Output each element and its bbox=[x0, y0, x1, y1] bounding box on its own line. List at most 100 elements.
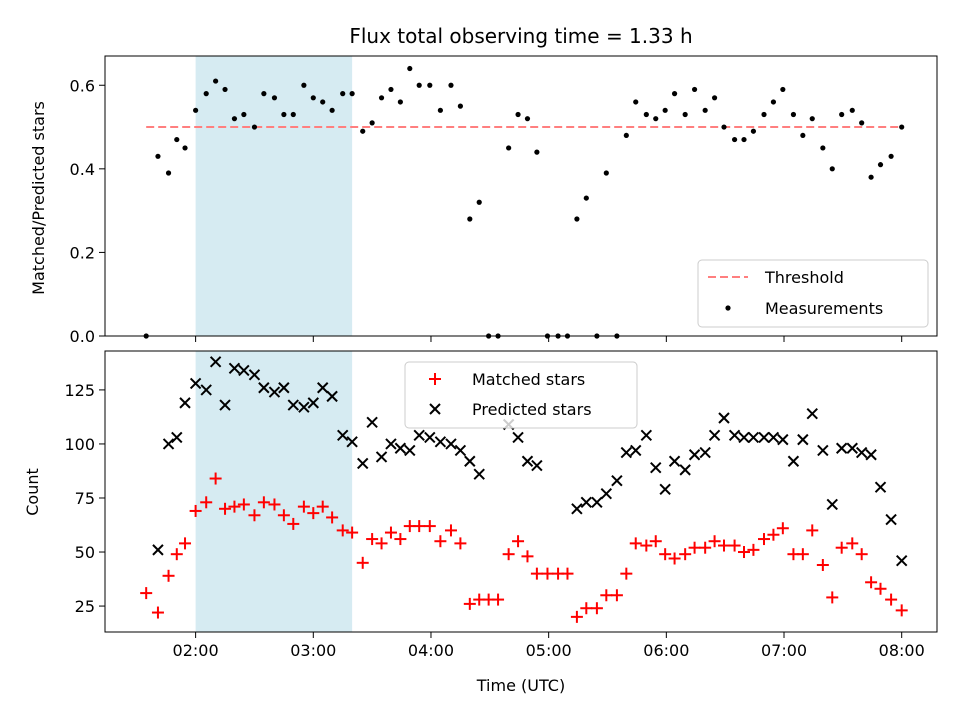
matched-star-point bbox=[530, 567, 543, 580]
matched-star-point bbox=[463, 597, 476, 610]
matched-star-point bbox=[423, 520, 436, 533]
predicted-star-point bbox=[366, 416, 378, 429]
matched-star-point bbox=[384, 526, 397, 539]
matched-star-point bbox=[649, 535, 662, 548]
measurement-point bbox=[809, 116, 815, 122]
x-tick-label: 07:00 bbox=[761, 641, 807, 660]
matched-star-point bbox=[356, 556, 369, 569]
measurement-point bbox=[839, 111, 845, 118]
top-y-axis-label: Matched/Predicted stars bbox=[29, 101, 48, 295]
measurement-point bbox=[448, 82, 454, 88]
measurement-point bbox=[340, 91, 346, 97]
predicted-star-point bbox=[874, 481, 887, 493]
measurement-point bbox=[800, 132, 806, 139]
measurement-point bbox=[623, 132, 629, 139]
x-tick-label: 05:00 bbox=[526, 641, 572, 660]
predicted-star-point bbox=[258, 382, 270, 394]
matched-star-point bbox=[776, 522, 789, 535]
matched-star-point bbox=[688, 541, 701, 554]
predicted-star-point bbox=[394, 442, 407, 454]
matched-star-point bbox=[590, 602, 603, 615]
legend-threshold-label: Threshold bbox=[764, 268, 844, 287]
measurement-point bbox=[750, 128, 757, 134]
measurement-point bbox=[301, 82, 307, 88]
measurement-point bbox=[711, 95, 718, 101]
matched-star-point bbox=[444, 524, 457, 537]
matched-star-point bbox=[248, 509, 261, 522]
predicted-star-point bbox=[865, 449, 877, 461]
top-panel: 0.0 0.2 0.4 0.6 Matched/Predicted stars Thr… bbox=[29, 55, 938, 346]
measurement-point bbox=[780, 86, 786, 93]
matched-star-point bbox=[570, 610, 583, 623]
matched-star-point bbox=[297, 500, 310, 513]
predicted-star-point bbox=[424, 431, 436, 444]
measurement-point bbox=[155, 153, 161, 159]
bottom-y-axis-label: Count bbox=[23, 468, 42, 516]
matched-star-point bbox=[668, 552, 681, 565]
predicted-star-point bbox=[317, 382, 329, 394]
predicted-star-point bbox=[298, 401, 310, 413]
matched-star-point bbox=[257, 496, 270, 509]
predicted-star-point bbox=[758, 431, 770, 444]
legend-predicted-swatch bbox=[429, 403, 441, 415]
predicted-star-point bbox=[171, 431, 183, 444]
measurement-point bbox=[241, 111, 247, 118]
matched-star-point bbox=[747, 543, 760, 556]
matched-star-point bbox=[659, 548, 672, 561]
measurement-point bbox=[193, 107, 199, 113]
measurement-point bbox=[731, 136, 738, 143]
bottom-y-ticks: 25 50 75 100 125 bbox=[64, 381, 105, 616]
predicted-star-point bbox=[209, 356, 222, 368]
matched-star-point bbox=[502, 548, 515, 561]
matched-star-point bbox=[816, 558, 829, 571]
predicted-star-point bbox=[521, 455, 534, 467]
matched-star-point bbox=[375, 537, 388, 550]
matched-star-point bbox=[561, 567, 574, 580]
predicted-star-point bbox=[728, 429, 741, 442]
predicted-star-point bbox=[189, 377, 202, 390]
predicted-star-point bbox=[152, 544, 164, 556]
top-x-ticks bbox=[195, 336, 903, 342]
matched-star-point bbox=[268, 498, 281, 511]
predicted-star-point bbox=[826, 498, 838, 511]
predicted-star-point bbox=[718, 412, 730, 424]
predicted-star-point bbox=[611, 474, 623, 487]
measurement-point bbox=[203, 91, 209, 97]
measurement-point bbox=[506, 145, 512, 151]
measurement-point bbox=[515, 111, 521, 118]
measurement-point bbox=[721, 124, 727, 130]
matched-star-point bbox=[885, 593, 898, 606]
matched-star-point bbox=[219, 502, 232, 515]
legend-measurements-label: Measurements bbox=[765, 299, 883, 318]
measurement-point bbox=[829, 166, 835, 172]
predicted-star-point bbox=[346, 436, 358, 448]
bottom-panel: 25 50 75 100 125 02:00 03:00 04:00 05:00 06:00 07… bbox=[23, 350, 938, 695]
predicted-star-point bbox=[238, 364, 250, 377]
matched-star-point bbox=[580, 602, 593, 615]
matched-star-point bbox=[413, 520, 426, 533]
measurement-point bbox=[574, 216, 580, 222]
measurement-point bbox=[165, 170, 172, 176]
predicted-star-point bbox=[591, 496, 603, 509]
chart-title: Flux total observing time = 1.33 h bbox=[349, 24, 692, 48]
bottom-x-ticks: 02:00 03:00 04:00 05:00 06:00 07:00 08:00 bbox=[173, 632, 925, 660]
predicted-star-point bbox=[679, 464, 691, 476]
legend-predicted-label: Predicted stars bbox=[472, 400, 592, 419]
predicted-star-point bbox=[571, 503, 583, 515]
matched-star-point bbox=[366, 533, 379, 546]
matched-star-point bbox=[209, 472, 222, 485]
matched-star-point bbox=[179, 537, 192, 550]
matched-star-point bbox=[738, 546, 751, 559]
y-tick-label: 0.2 bbox=[70, 243, 95, 262]
predicted-star-point bbox=[200, 384, 212, 396]
measurement-point bbox=[888, 153, 894, 159]
x-tick-label: 03:00 bbox=[290, 641, 336, 660]
measurement-point bbox=[457, 103, 463, 109]
measurement-point bbox=[770, 99, 777, 105]
y-tick-label: 0.0 bbox=[70, 327, 95, 346]
matched-star-point bbox=[326, 511, 339, 524]
predicted-star-point bbox=[650, 462, 662, 474]
measurement-point bbox=[251, 124, 258, 130]
matched-star-point bbox=[287, 517, 300, 530]
measurement-point bbox=[859, 120, 865, 126]
